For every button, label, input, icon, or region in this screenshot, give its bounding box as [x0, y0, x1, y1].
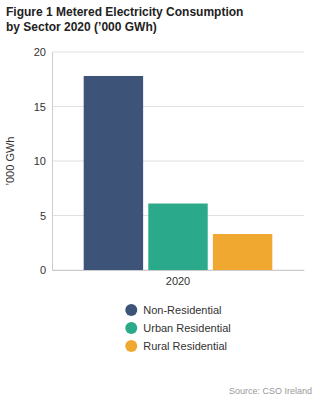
legend-marker — [125, 304, 137, 316]
legend-label: Non-Residential — [143, 304, 221, 316]
annotation: Source: CSO Ireland — [229, 386, 312, 396]
title: Figure 1 Metered Electricity Consumption… — [6, 5, 243, 34]
legend-marker — [125, 322, 137, 334]
legend-item: Non-Residential — [125, 304, 221, 316]
bar — [84, 76, 143, 270]
legend-label: Urban Residential — [143, 322, 230, 334]
x-tick: 2020 — [166, 270, 190, 287]
plot: 051015202020 — [34, 46, 305, 287]
y-tick-label: 20 — [34, 46, 46, 58]
y-tick: 20 — [34, 46, 52, 58]
y-tick-label: 10 — [34, 155, 46, 167]
y-axis-line — [52, 53, 53, 271]
grid-line — [52, 52, 304, 53]
y-tick-label: 5 — [40, 210, 46, 222]
y-tick: 10 — [34, 155, 52, 167]
y-tick-label: 15 — [34, 101, 46, 113]
legend-item: Urban Residential — [125, 322, 230, 334]
legend-label: Rural Residential — [143, 340, 227, 352]
x-axis-line — [53, 270, 305, 271]
y-tick: 5 — [40, 210, 52, 222]
legend: Non-Residential Urban Residential Rural Re… — [125, 304, 230, 352]
x-axis: 2020 — [53, 270, 305, 287]
y-tick-label: 0 — [40, 264, 46, 276]
chart: Figure 1 Metered Electricity Consumption… — [0, 0, 320, 400]
bar — [148, 204, 207, 270]
legend-item: Rural Residential — [125, 340, 227, 352]
bar — [213, 234, 272, 270]
y-tick: 15 — [34, 101, 52, 113]
x-tick-label: 2020 — [166, 275, 190, 287]
y-axis-title: ’000 GWh — [4, 137, 16, 186]
legend-marker — [125, 340, 137, 352]
bars — [84, 76, 273, 270]
y-tick: 0 — [40, 264, 52, 276]
y-axis: 0 5 10 15 20 — [34, 46, 53, 276]
grid — [52, 52, 304, 270]
